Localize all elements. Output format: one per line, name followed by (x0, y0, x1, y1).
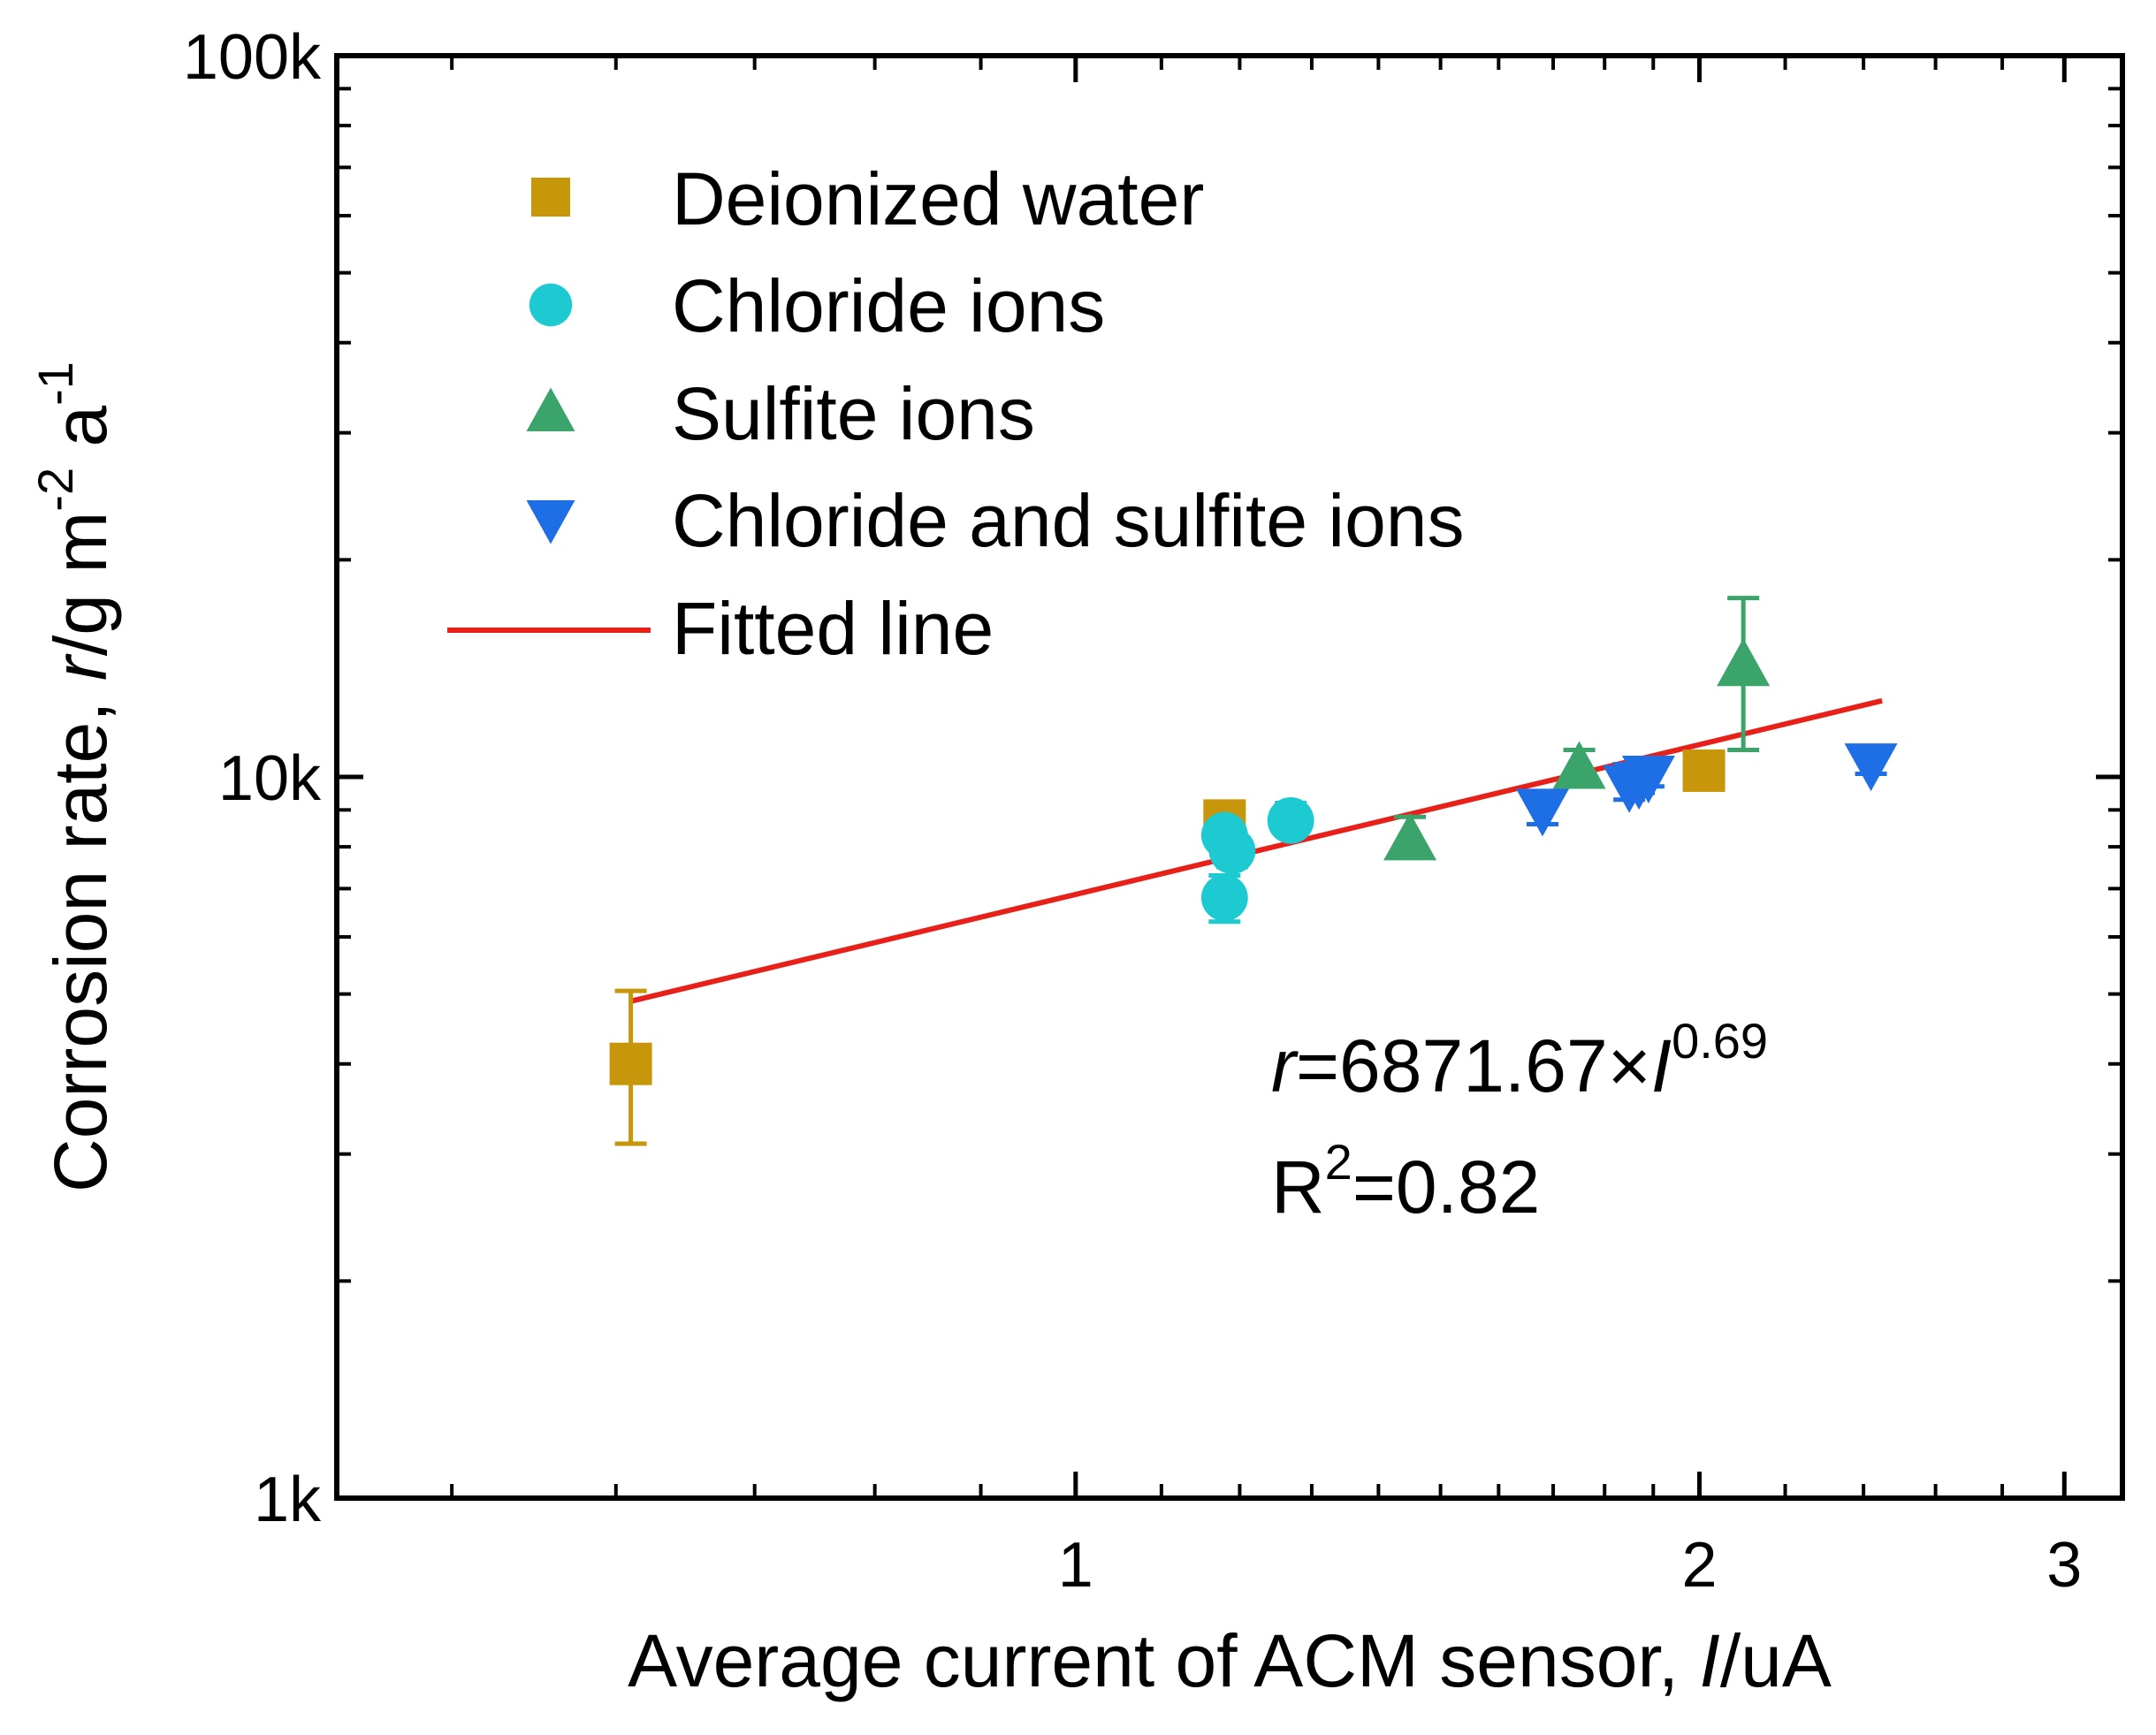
fit-equation-r: r (1271, 1024, 1299, 1107)
points-layer (609, 596, 1898, 1146)
data-point-deionized-water (609, 1042, 652, 1085)
legend-label-fitted-line: Fitted line (672, 587, 994, 670)
data-point-chloride-and-sulfite-ions (1515, 788, 1569, 837)
data-point-deionized-water (1682, 749, 1726, 792)
y-axis-title: Corrosion rate, r/g m-2 a-1 (27, 361, 122, 1192)
legend: Deionized water Chloride ions Sulfite io… (447, 157, 1465, 670)
legend-marker-deionized-water (531, 178, 570, 217)
legend-label-chloride-ions: Chloride ions (672, 264, 1105, 347)
fit-equation: r=6871.67×I0.69 (1271, 1013, 1768, 1107)
fit-layer (629, 697, 1883, 1004)
y-tick-label: 100k (183, 22, 322, 93)
legend-markers (447, 178, 651, 633)
x-tick-label: 1 (1058, 1530, 1093, 1601)
x-tick-label: 2 (1681, 1530, 1717, 1601)
r-squared: R2=0.82 (1271, 1134, 1540, 1229)
legend-marker-chloride-ions (529, 283, 573, 327)
r-squared-value: =0.82 (1352, 1145, 1541, 1229)
fit-equation-coefficient: =6871.67× (1296, 1024, 1651, 1107)
y-tick-label: 10k (218, 743, 322, 814)
data-point-sulfite-ions (1552, 741, 1606, 789)
ticks-layer: 1 2 3 1k 10k 100k (183, 22, 2122, 1601)
fitted-line (629, 697, 1883, 1004)
data-point-chloride-and-sulfite-ions (1844, 743, 1898, 792)
legend-marker-sulfite-ions (526, 387, 575, 431)
legend-label-sulfite-ions: Sulfite ions (672, 372, 1035, 455)
data-point-sulfite-ions (1717, 638, 1771, 687)
fit-equation-exponent: 0.69 (1672, 1013, 1768, 1069)
r-squared-superscript: 2 (1325, 1134, 1352, 1190)
legend-label-deionized-water: Deionized water (672, 157, 1204, 240)
x-axis-title: Average current of ACM sensor, I/uA (628, 1619, 1832, 1702)
data-point-chloride-ions (1200, 874, 1248, 922)
y-tick-label: 1k (254, 1465, 322, 1535)
legend-label-chloride-and-sulfite-ions: Chloride and sulfite ions (672, 479, 1465, 562)
x-tick-label: 3 (2046, 1530, 2082, 1601)
data-point-sulfite-ions (1383, 812, 1437, 861)
data-point-chloride-ions (1267, 796, 1314, 844)
legend-marker-chloride-and-sulfite-ions (526, 500, 575, 544)
plot-frame (334, 53, 2125, 1501)
r-squared-r: R (1271, 1145, 1325, 1229)
data-point-chloride-ions (1208, 827, 1256, 874)
data-point-chloride-and-sulfite-ions (1621, 756, 1675, 803)
fit-equation-i: I (1651, 1024, 1672, 1107)
